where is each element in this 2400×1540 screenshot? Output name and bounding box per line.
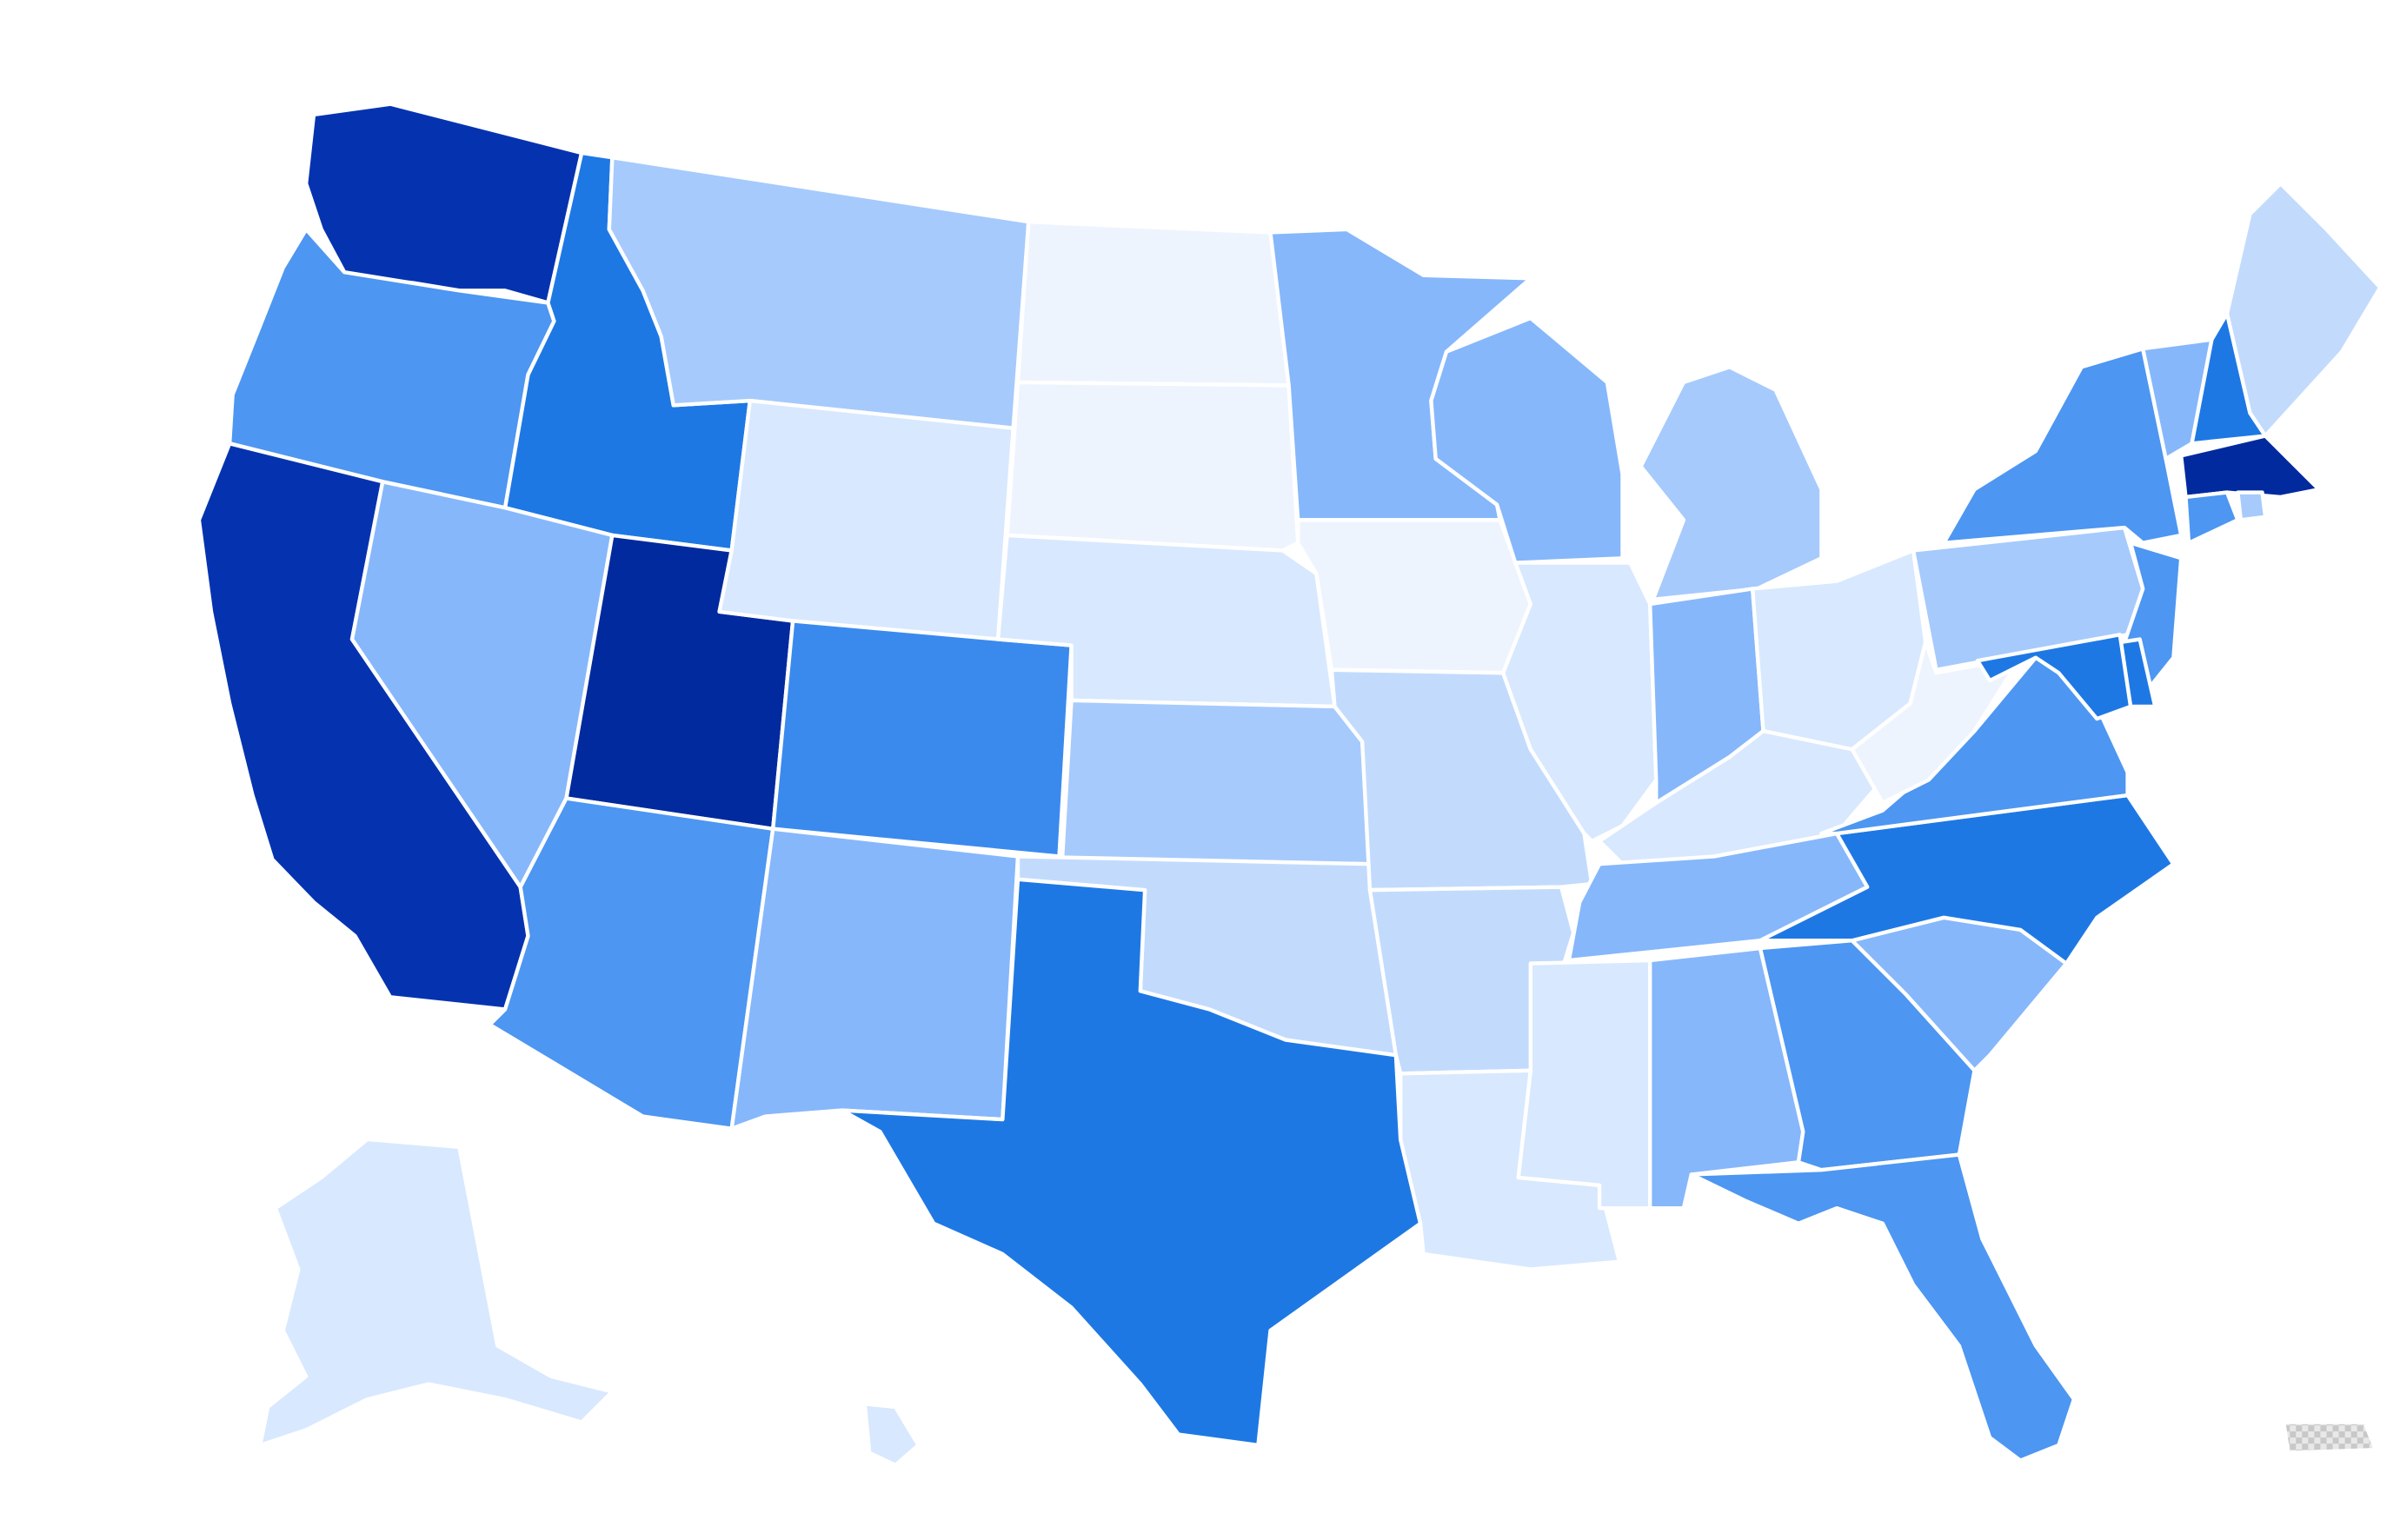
state-ny[interactable] [1942,347,2184,545]
state-nc[interactable] [1758,793,2176,966]
state-wi[interactable] [1429,315,1625,565]
states-layer [196,102,2383,1467]
state-nd[interactable] [1015,219,1291,388]
state-ma[interactable] [2178,434,2321,500]
state-md[interactable] [1975,633,2133,721]
state-sd[interactable] [1005,380,1300,553]
state-wy[interactable] [717,398,1015,641]
state-nm[interactable] [729,826,1020,1131]
state-ms[interactable] [1516,958,1652,1211]
state-il[interactable] [1500,561,1659,844]
state-mt[interactable] [607,156,1031,430]
state-ct[interactable] [2184,490,2240,545]
state-ks[interactable] [1060,698,1373,866]
state-co[interactable] [771,619,1074,859]
state-hi[interactable] [862,1402,921,1467]
state-ak[interactable] [258,1137,615,1448]
state-tx[interactable] [840,877,1423,1448]
state-fl[interactable] [1689,1152,2077,1463]
state-ky[interactable] [1597,728,1885,866]
state-mi[interactable] [1639,365,1824,601]
state-pr[interactable] [2281,1420,2378,1455]
state-ri[interactable] [2236,490,2268,522]
state-ia[interactable] [1295,518,1533,675]
state-me[interactable] [2224,181,2383,438]
